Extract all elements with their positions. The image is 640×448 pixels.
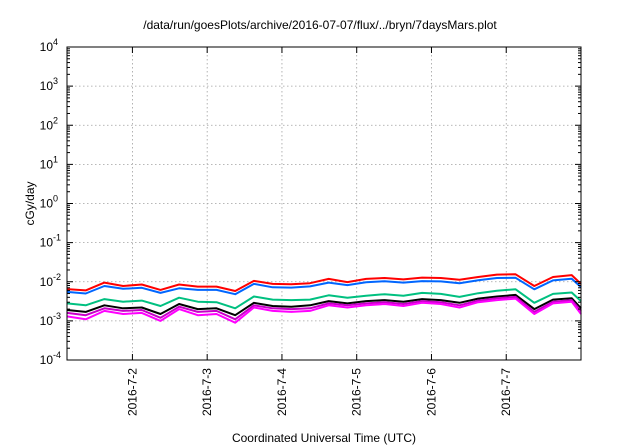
y-tick-exponent: 1: [53, 154, 58, 164]
y-tick-exponent: -2: [53, 272, 61, 282]
series-line-5: [66, 295, 582, 321]
y-tick-base: 10: [40, 353, 54, 367]
y-tick-base: 10: [40, 275, 54, 289]
y-tick-base: 10: [40, 236, 54, 250]
y-tick-base: 10: [40, 79, 54, 93]
y-tick-exponent: -4: [53, 350, 61, 360]
y-tick-label: 10: [40, 353, 54, 367]
y-tick-base: 10: [40, 40, 54, 54]
series-line-3: [66, 288, 582, 310]
y-tick-label: 10: [40, 40, 54, 54]
y-tick-label: 10: [40, 314, 54, 328]
x-tick-label: 2016-7-3: [200, 368, 214, 416]
y-tick-exponent: -3: [53, 311, 61, 321]
y-tick-base: 10: [40, 157, 54, 171]
series-line-4: [66, 293, 582, 317]
y-tick-exponent: -1: [53, 233, 61, 243]
series-layer: [66, 273, 582, 324]
x-tick-label: 2016-7-7: [499, 368, 513, 416]
series-line-1: [66, 273, 582, 292]
y-axis-label: cGy/day: [23, 181, 37, 225]
y-tick-label: 10: [40, 118, 54, 132]
y-tick-label: 10: [40, 79, 54, 93]
y-tick-label: 10: [40, 236, 54, 250]
y-tick-exponent: 4: [53, 37, 58, 47]
x-axis-label: Coordinated Universal Time (UTC): [232, 431, 416, 445]
x-tick-label: 2016-7-6: [424, 368, 438, 416]
y-tick-label: 10: [40, 275, 54, 289]
x-tick-label: 2016-7-2: [125, 368, 139, 416]
y-tick-base: 10: [40, 118, 54, 132]
y-tick-label: 10: [40, 157, 54, 171]
x-tick-label: 2016-7-5: [350, 368, 364, 416]
grid: [67, 47, 581, 360]
y-tick-base: 10: [40, 197, 54, 211]
series-line-6: [66, 297, 582, 324]
y-tick-label: 10: [40, 197, 54, 211]
x-tick-label: 2016-7-4: [275, 368, 289, 416]
y-tick-exponent: 0: [53, 194, 58, 204]
chart-title: /data/run/goesPlots/archive/2016-07-07/f…: [143, 18, 497, 32]
y-tick-exponent: 2: [53, 115, 58, 125]
y-tick-base: 10: [40, 314, 54, 328]
y-tick-exponent: 3: [53, 76, 58, 86]
series-line-2: [66, 276, 582, 296]
